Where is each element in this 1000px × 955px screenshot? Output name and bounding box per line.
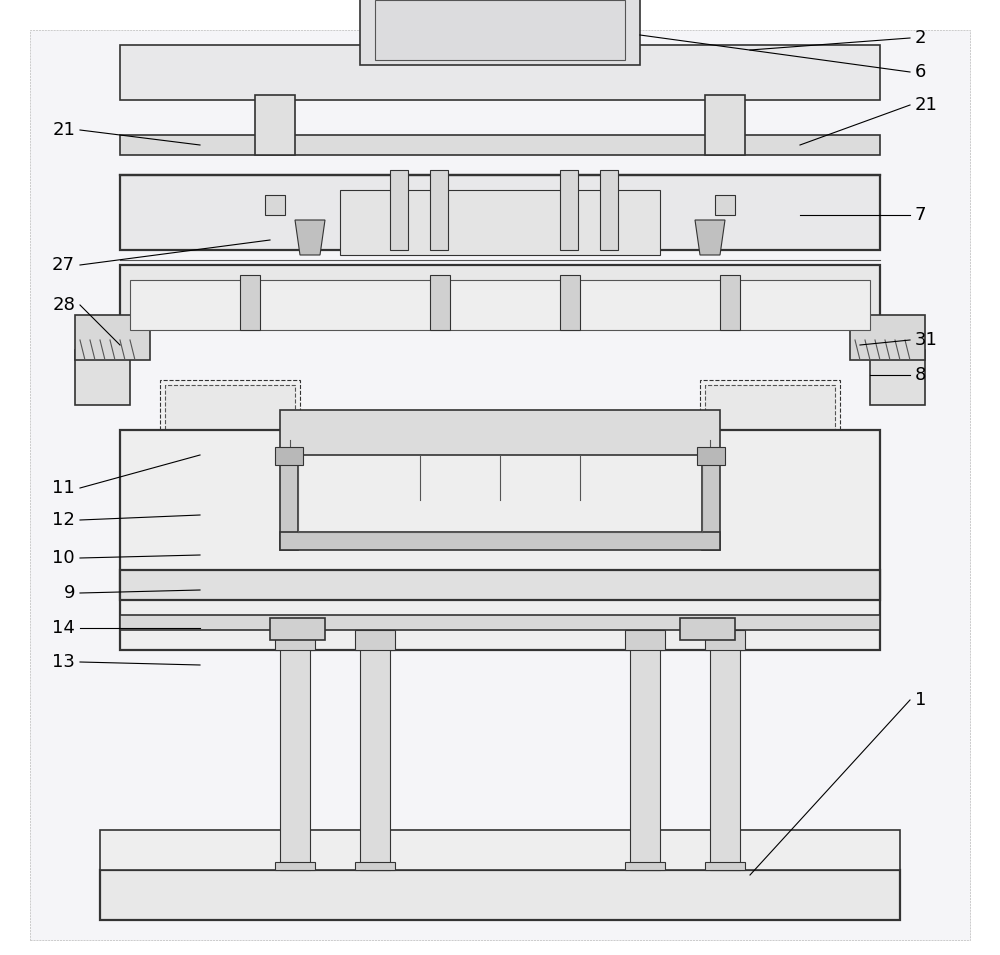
Text: 11: 11 [52,479,75,497]
Bar [715,195,735,215]
Bar [430,170,448,250]
Bar [710,630,740,870]
Bar [375,0,625,60]
Text: 7: 7 [915,206,926,224]
Bar [680,618,735,640]
Text: 13: 13 [52,653,75,671]
Bar [100,870,900,920]
Bar [120,265,880,325]
Bar [100,830,900,870]
Bar [255,95,295,155]
Bar [625,630,665,650]
Bar [275,447,303,465]
Bar [340,190,660,255]
Bar [280,410,720,455]
Bar [600,170,618,250]
Bar [280,630,310,870]
Bar [275,630,315,650]
Bar [135,48,865,98]
Bar [270,618,325,640]
Text: 6: 6 [915,63,926,81]
Bar [850,315,925,360]
Bar [705,95,745,155]
Text: 2: 2 [915,29,926,47]
Text: 1: 1 [915,691,926,709]
Bar [560,170,578,250]
Bar [705,862,745,870]
Bar [120,430,880,650]
Bar [120,135,880,155]
Bar [280,532,720,550]
Text: 28: 28 [52,296,75,314]
Bar [390,170,408,250]
Bar [75,350,130,405]
Bar [265,195,285,215]
Polygon shape [695,220,725,255]
Bar [360,630,390,870]
Bar [160,380,300,490]
Text: 31: 31 [915,331,938,349]
Bar [700,380,840,490]
Bar [240,275,260,330]
Text: 21: 21 [915,96,938,114]
Polygon shape [295,220,325,255]
Bar [560,275,580,330]
Bar [720,275,740,330]
Text: 8: 8 [915,366,926,384]
Bar [705,385,835,485]
Bar [120,570,880,600]
Bar [130,280,870,330]
Bar [430,275,450,330]
Bar [697,447,725,465]
Text: 14: 14 [52,619,75,637]
Bar [630,630,660,870]
Text: 27: 27 [52,256,75,274]
Text: 12: 12 [52,511,75,529]
Bar [275,862,315,870]
Bar [702,450,720,550]
Bar [75,315,150,360]
Text: 10: 10 [52,549,75,567]
Bar [120,615,880,630]
Text: 21: 21 [52,121,75,139]
Bar [625,862,665,870]
Bar [705,630,745,650]
Bar [280,450,298,550]
Bar [165,385,295,485]
Bar [870,350,925,405]
Text: 9: 9 [64,584,75,602]
Bar [120,45,880,100]
Bar [360,0,640,65]
Bar [355,862,395,870]
Bar [120,175,880,250]
Bar [355,630,395,650]
